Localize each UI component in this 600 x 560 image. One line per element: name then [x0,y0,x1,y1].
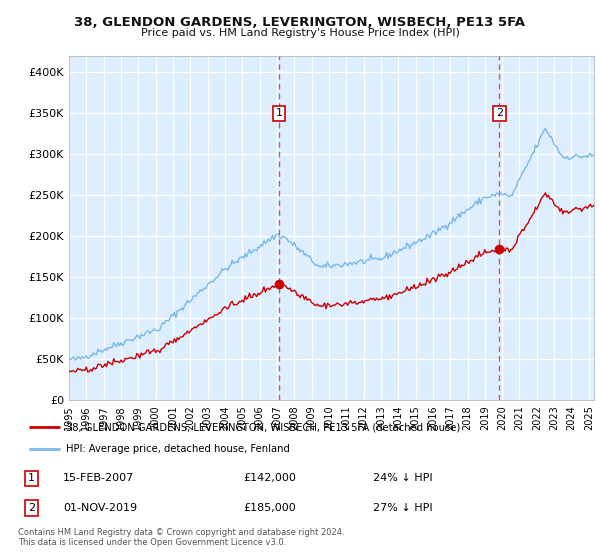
Text: 38, GLENDON GARDENS, LEVERINGTON, WISBECH, PE13 5FA (detached house): 38, GLENDON GARDENS, LEVERINGTON, WISBEC… [66,422,460,432]
Text: 38, GLENDON GARDENS, LEVERINGTON, WISBECH, PE13 5FA: 38, GLENDON GARDENS, LEVERINGTON, WISBEC… [74,16,526,29]
Text: 1: 1 [28,473,35,483]
Text: 27% ↓ HPI: 27% ↓ HPI [373,503,433,513]
Text: 24% ↓ HPI: 24% ↓ HPI [373,473,433,483]
Text: 15-FEB-2007: 15-FEB-2007 [63,473,134,483]
Text: £185,000: £185,000 [244,503,296,513]
Text: Contains HM Land Registry data © Crown copyright and database right 2024.
This d: Contains HM Land Registry data © Crown c… [18,528,344,547]
Text: 2: 2 [28,503,35,513]
Text: 1: 1 [275,109,283,118]
Text: 01-NOV-2019: 01-NOV-2019 [63,503,137,513]
Text: 2: 2 [496,109,503,118]
Text: £142,000: £142,000 [244,473,296,483]
Text: HPI: Average price, detached house, Fenland: HPI: Average price, detached house, Fenl… [66,444,290,454]
Text: Price paid vs. HM Land Registry's House Price Index (HPI): Price paid vs. HM Land Registry's House … [140,28,460,38]
